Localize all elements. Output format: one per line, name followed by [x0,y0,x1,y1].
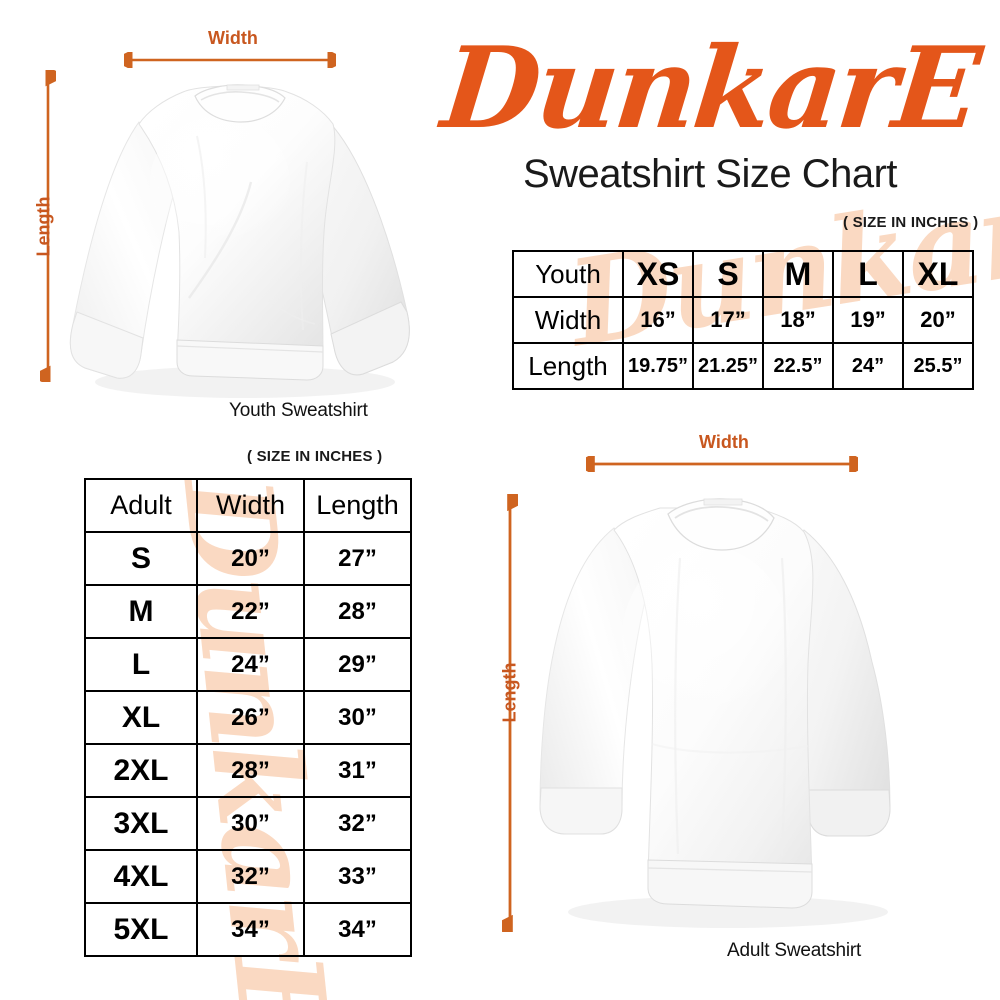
adult-width-arrow [586,456,858,472]
youth-length-m: 22.5” [762,342,834,390]
table-row: 3XL 30” 32” [84,796,412,851]
table-row: Length 19.75” 21.25” 22.5” 24” 25.5” [512,342,974,390]
adult-length-l: 29” [303,637,412,692]
table-row: 2XL 28” 31” [84,743,412,798]
youth-length-arrow [40,70,56,382]
adult-col-header-length: Length [303,478,412,533]
adult-sweatshirt-caption: Adult Sweatshirt [727,940,862,961]
table-row: Youth XS S M L XL [512,250,974,298]
table-row: 4XL 32” 33” [84,849,412,904]
youth-width-l: 19” [832,296,904,344]
adult-width-label: Width [699,432,749,452]
adult-size-4xl: 4XL [84,849,198,904]
youth-units-note: ( SIZE IN INCHES ) [843,214,979,231]
youth-size-s: S [692,250,764,298]
adult-length-arrow [502,494,518,932]
adult-width-m: 22” [196,584,305,639]
adult-width-4xl: 32” [196,849,305,904]
youth-length-s: 21.25” [692,342,764,390]
adult-length-m: 28” [303,584,412,639]
youth-sweatshirt-caption: Youth Sweatshirt [229,400,368,421]
table-row: Adult Width Length [84,478,412,533]
table-row: 5XL 34” 34” [84,902,412,957]
adult-width-s: 20” [196,531,305,586]
adult-width-3xl: 30” [196,796,305,851]
adult-width-5xl: 34” [196,902,305,957]
adult-sweatshirt-graphic [539,498,891,928]
adult-length-s: 27” [303,531,412,586]
youth-size-xs: XS [622,250,694,298]
adult-size-3xl: 3XL [84,796,198,851]
youth-size-l: L [832,250,904,298]
youth-width-xs: 16” [622,296,694,344]
youth-length-label: Length [33,196,54,257]
youth-width-arrow [124,52,336,68]
adult-width-2xl: 28” [196,743,305,798]
youth-length-xs: 19.75” [622,342,694,390]
adult-length-xl: 30” [303,690,412,745]
brand-header: DunkarE Sweatshirt Size Chart [432,23,988,197]
youth-length-l: 24” [832,342,904,390]
table-row: Width 16” 17” 18” 19” 20” [512,296,974,344]
adult-sweatshirt-image [528,488,928,936]
youth-size-table: Youth XS S M L XL Width 16” 17” 18” 19” … [512,250,974,390]
adult-width-l: 24” [196,637,305,692]
adult-units-note: ( SIZE IN INCHES ) [247,448,383,465]
adult-size-l: L [84,637,198,692]
youth-sweatshirt-image [55,62,425,402]
youth-width-m: 18” [762,296,834,344]
adult-size-m: M [84,584,198,639]
table-row: M 22” 28” [84,584,412,639]
youth-length-xl: 25.5” [902,342,974,390]
adult-col-header-width: Width [196,478,305,533]
youth-size-xl: XL [902,250,974,298]
brand-logo: DunkarE [436,23,984,154]
youth-size-m: M [762,250,834,298]
adult-length-3xl: 32” [303,796,412,851]
youth-row-header: Youth [512,250,624,298]
table-row: XL 26” 30” [84,690,412,745]
adult-length-label: Length [499,662,520,723]
youth-sweatshirt-graphic [69,84,410,398]
adult-col-header-size: Adult [84,478,198,533]
adult-size-5xl: 5XL [84,902,198,957]
adult-size-xl: XL [84,690,198,745]
adult-length-2xl: 31” [303,743,412,798]
youth-width-header: Width [512,296,624,344]
adult-size-s: S [84,531,198,586]
adult-length-4xl: 33” [303,849,412,904]
adult-length-5xl: 34” [303,902,412,957]
youth-width-xl: 20” [902,296,974,344]
youth-width-s: 17” [692,296,764,344]
adult-width-xl: 26” [196,690,305,745]
youth-width-label: Width [208,28,258,48]
table-row: L 24” 29” [84,637,412,692]
adult-size-table: Adult Width Length S 20” 27” M 22” 28” L… [84,478,412,957]
table-row: S 20” 27” [84,531,412,586]
adult-size-2xl: 2XL [84,743,198,798]
page-title: Sweatshirt Size Chart [522,151,898,196]
youth-length-header: Length [512,342,624,390]
